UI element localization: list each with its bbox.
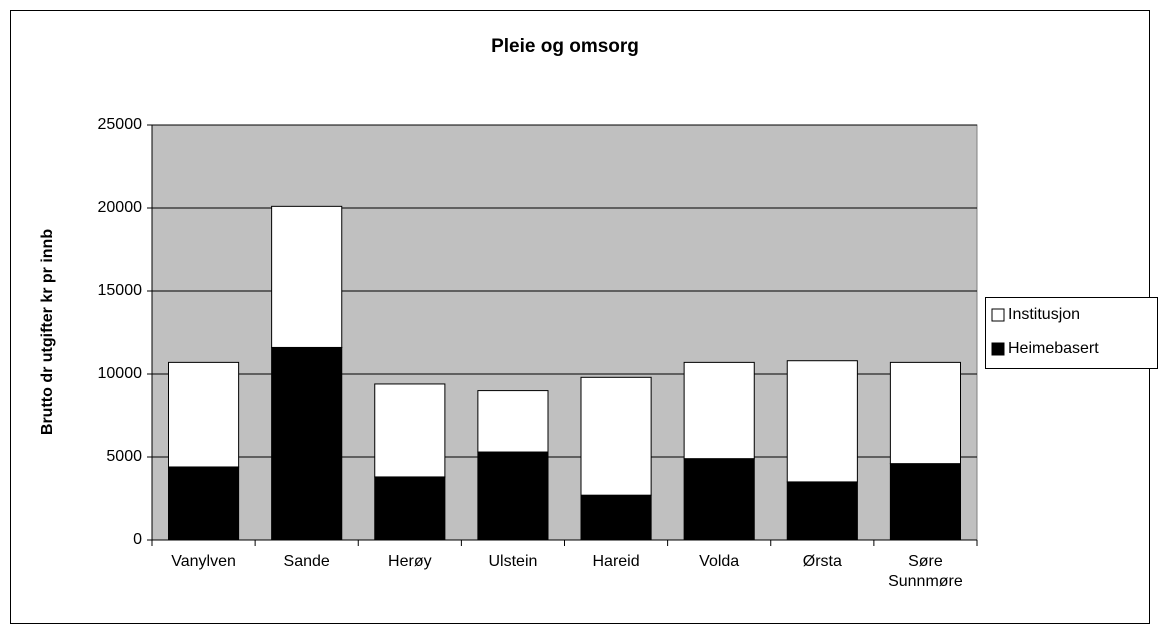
- bar-segment: [580, 494, 652, 541]
- x-tick-label: Ulstein: [488, 553, 537, 570]
- legend-swatch: [991, 342, 1005, 356]
- bar-segment: [374, 383, 446, 478]
- bar-segment: [168, 361, 240, 468]
- chart-title: Pleie og omsorg: [491, 36, 639, 57]
- legend-label: Institusjon: [1008, 306, 1080, 323]
- bar-segment: [168, 466, 240, 541]
- bar-segment: [889, 463, 961, 541]
- bar-segment: [786, 360, 858, 483]
- y-axis-label: Brutto dr utgifter kr pr innb: [39, 229, 56, 435]
- y-tick-label: 25000: [98, 116, 143, 133]
- x-tick-label: Hareid: [592, 553, 639, 570]
- y-tick-label: 10000: [98, 365, 143, 382]
- bar-segment: [477, 451, 549, 541]
- x-tick-label: Ørsta: [803, 553, 842, 570]
- x-tick-label: Herøy: [388, 553, 432, 570]
- legend-label: Heimebasert: [1008, 340, 1099, 357]
- x-tick-label: Søre Sunnmøre: [888, 553, 963, 590]
- bar-segment: [271, 205, 343, 348]
- bar-segment: [786, 481, 858, 541]
- bar-segment: [477, 390, 549, 453]
- x-tick-label: Sande: [284, 553, 330, 570]
- y-tick-label: 5000: [106, 448, 142, 465]
- bar-segment: [580, 376, 652, 496]
- x-tick-label: Volda: [699, 553, 739, 570]
- bar-segment: [889, 361, 961, 465]
- y-tick-label: 0: [133, 531, 142, 548]
- legend-box: [985, 297, 1158, 369]
- bar-segment: [271, 346, 343, 541]
- bar-segment: [374, 476, 446, 541]
- x-tick-label: Vanylven: [171, 553, 236, 570]
- y-tick-label: 15000: [98, 282, 143, 299]
- bar-segment: [683, 458, 755, 541]
- bar-segment: [683, 361, 755, 460]
- legend-swatch: [991, 308, 1005, 322]
- y-tick-label: 20000: [98, 199, 143, 216]
